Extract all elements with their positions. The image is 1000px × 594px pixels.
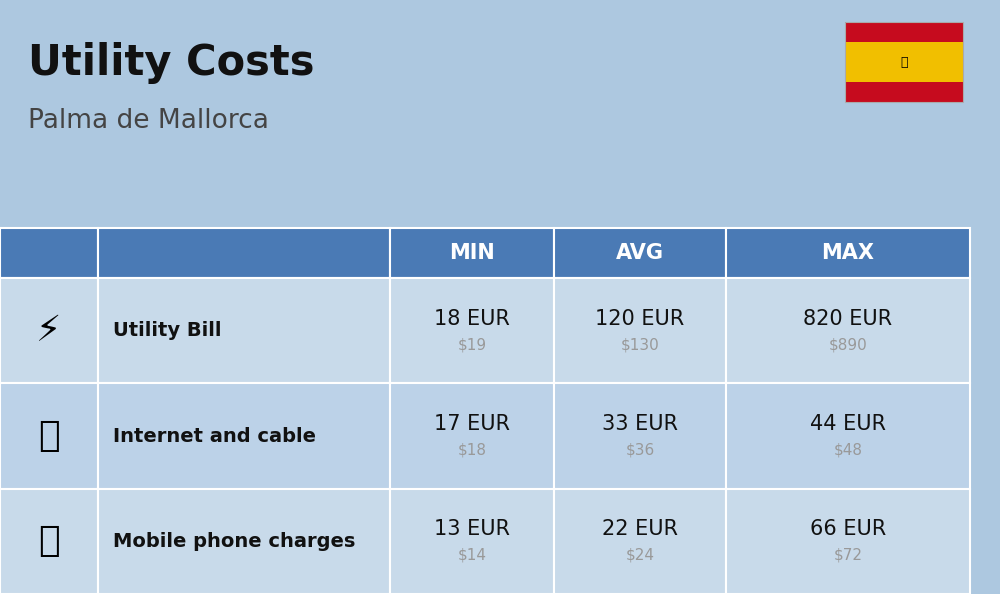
Text: Utility Costs: Utility Costs xyxy=(28,42,314,84)
Bar xyxy=(390,228,554,278)
Text: $48: $48 xyxy=(834,443,862,457)
Text: $130: $130 xyxy=(621,337,659,352)
Bar xyxy=(0,383,98,489)
Text: 22 EUR: 22 EUR xyxy=(602,519,678,539)
Bar xyxy=(554,278,726,383)
Text: Utility Bill: Utility Bill xyxy=(113,321,222,340)
Bar xyxy=(0,228,98,278)
Bar xyxy=(726,278,970,383)
Bar xyxy=(98,278,390,383)
Text: 17 EUR: 17 EUR xyxy=(434,414,510,434)
Text: $19: $19 xyxy=(457,337,487,352)
Text: MIN: MIN xyxy=(449,243,495,263)
Bar xyxy=(554,489,726,594)
Text: $18: $18 xyxy=(458,443,486,457)
Bar xyxy=(98,383,390,489)
Text: 120 EUR: 120 EUR xyxy=(595,309,685,328)
Text: Internet and cable: Internet and cable xyxy=(113,426,316,446)
Text: AVG: AVG xyxy=(616,243,664,263)
Text: $890: $890 xyxy=(829,337,867,352)
Bar xyxy=(726,489,970,594)
Text: 13 EUR: 13 EUR xyxy=(434,519,510,539)
Text: 📶: 📶 xyxy=(38,419,60,453)
Bar xyxy=(554,228,726,278)
Text: 👑: 👑 xyxy=(900,55,908,68)
Bar xyxy=(390,489,554,594)
Text: Palma de Mallorca: Palma de Mallorca xyxy=(28,108,269,134)
Bar xyxy=(726,228,970,278)
Text: 18 EUR: 18 EUR xyxy=(434,309,510,328)
Bar xyxy=(845,22,963,102)
Bar xyxy=(0,278,98,383)
Text: $72: $72 xyxy=(834,548,862,563)
Text: $24: $24 xyxy=(626,548,654,563)
Bar xyxy=(390,383,554,489)
Bar xyxy=(845,42,963,82)
Bar xyxy=(554,383,726,489)
Text: 📱: 📱 xyxy=(38,525,60,558)
Text: 820 EUR: 820 EUR xyxy=(803,309,893,328)
Bar xyxy=(845,82,963,102)
Bar xyxy=(98,489,390,594)
Text: $36: $36 xyxy=(625,443,655,457)
Text: Mobile phone charges: Mobile phone charges xyxy=(113,532,355,551)
Text: 33 EUR: 33 EUR xyxy=(602,414,678,434)
Bar xyxy=(98,228,390,278)
Text: 66 EUR: 66 EUR xyxy=(810,519,886,539)
Bar xyxy=(390,278,554,383)
Text: ⚡: ⚡ xyxy=(36,314,62,347)
Bar xyxy=(726,383,970,489)
Text: $14: $14 xyxy=(458,548,486,563)
Text: 44 EUR: 44 EUR xyxy=(810,414,886,434)
Bar xyxy=(845,22,963,42)
Text: MAX: MAX xyxy=(822,243,874,263)
Bar xyxy=(0,489,98,594)
